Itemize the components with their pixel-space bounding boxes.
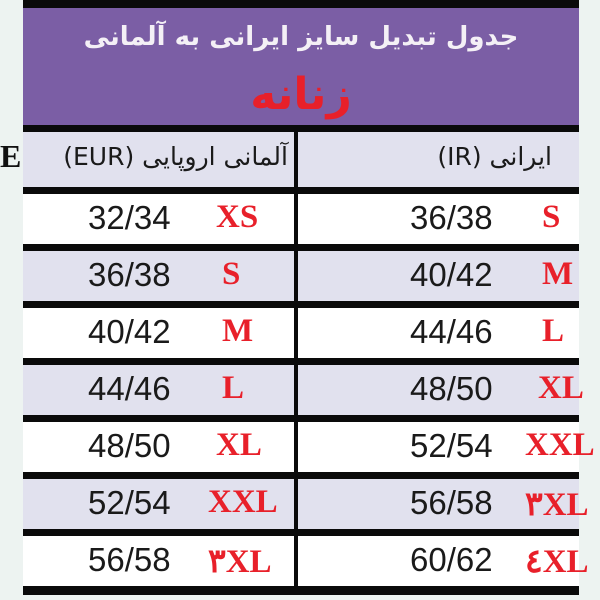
table-row [23,251,579,301]
title-banner [23,8,579,126]
eur-size: 40/42 [88,313,171,350]
eur-label: XL [216,427,262,463]
column-divider [294,422,298,472]
eur-label: XS [216,199,259,235]
table-row [23,536,579,586]
table-title: جدول تبدیل سایز ایرانی به آلمانی [83,22,519,52]
eur-label: S [222,256,241,292]
row-divider [23,415,579,422]
ir-size: 48/50 [410,370,493,407]
row-divider [23,472,579,479]
ir-label: L [542,313,565,349]
ir-size: 60/62 [410,541,493,578]
row-divider [23,301,579,308]
ir-size: 44/46 [410,313,493,350]
row-divider [23,358,579,365]
ir-label: XXL [525,427,595,463]
column-divider [294,479,298,529]
eur-size: 56/58 [88,541,171,578]
column-divider [294,194,298,244]
eur-size: 52/54 [88,484,171,521]
table-row [23,479,579,529]
header-row [23,132,579,188]
row-divider [23,244,579,251]
table-row [23,308,579,358]
column-divider [294,132,298,188]
eur-label: M [222,313,254,349]
ir-label: M [542,256,574,292]
table-subtitle: زنانه [250,69,352,120]
header-ir: ایرانی (IR) [437,142,552,171]
eur-size: 44/46 [88,370,171,407]
ir-label: XL [538,370,584,406]
divider [23,125,579,132]
ir-size: 56/58 [410,484,493,521]
eur-size: 32/34 [88,199,171,236]
column-divider [294,365,298,415]
ir-size: 40/42 [410,256,493,293]
row-divider [23,529,579,536]
top-border [23,0,579,8]
ir-label: S [542,199,561,235]
header-eur: آلمانی اروپایی (EUR) [63,142,288,171]
ir-label: ٣XL [525,487,589,523]
table-row [23,194,579,244]
eur-size: 36/38 [88,256,171,293]
column-divider [294,251,298,301]
table-row [23,365,579,415]
eur-label: ٣XL [208,544,272,580]
row-divider [23,187,579,194]
header-eur-overflow: E [0,138,22,174]
column-divider [294,308,298,358]
eur-label: XXL [208,484,278,520]
ir-label: ٤XL [525,544,589,580]
eur-label: L [222,370,245,406]
table-row [23,422,579,472]
column-divider [294,536,298,586]
ir-size: 36/38 [410,199,493,236]
ir-size: 52/54 [410,427,493,464]
eur-size: 48/50 [88,427,171,464]
bottom-border [23,586,579,595]
